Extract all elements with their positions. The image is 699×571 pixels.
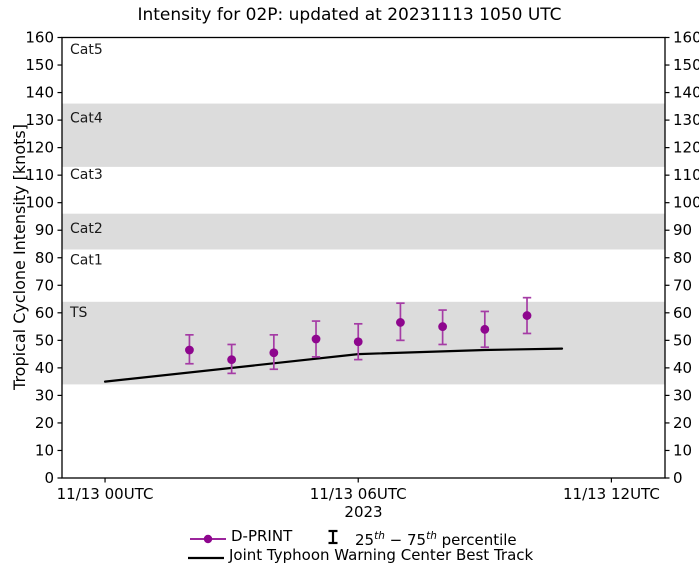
band-label-cat2: Cat2 [70,221,103,237]
dprint-point [227,355,237,365]
legend-percentile-label: 25th − 75th percentile [355,530,517,549]
y-tick-label-left: 10 [35,441,54,459]
y-tick-label-right: 60 [673,304,692,322]
category-band-ts [62,301,665,385]
legend-best-track-label: Joint Typhoon Warning Center Best Track [229,546,534,564]
y-tick-label-right: 10 [673,441,692,459]
y-tick-label-left: 130 [25,111,54,129]
band-label-cat4: Cat4 [70,111,103,127]
dprint-point [480,324,490,334]
y-tick-label-right: 40 [673,359,692,377]
dprint-point [269,348,279,358]
y-tick-label-left: 60 [35,304,54,322]
y-tick-label-left: 120 [25,139,54,157]
dprint-point [185,345,194,355]
y-tick-label-right: 160 [673,29,699,47]
band-label-cat5: Cat5 [70,42,103,58]
errorbar-legend-icon [326,529,340,549]
y-tick-label-right: 150 [673,56,699,74]
category-band-cat4 [62,103,665,167]
band-label-ts: TS [69,305,88,321]
category-band-cat2 [62,213,665,250]
y-tick-label-left: 110 [25,166,54,184]
y-tick-label-left: 80 [35,249,54,267]
y-tick-label-right: 90 [673,221,692,239]
y-tick-label-left: 90 [35,221,54,239]
x-axis-year-label: 2023 [344,503,383,521]
dprint-legend-marker-icon [190,531,226,549]
y-tick-label-right: 110 [673,166,699,184]
x-tick-label: 11/13 00UTC [57,485,154,503]
y-tick-label-left: 100 [25,194,54,212]
y-tick-label-left: 40 [35,359,54,377]
y-tick-label-right: 30 [673,386,692,404]
dprint-point [522,311,532,320]
y-tick-label-right: 50 [673,331,692,349]
y-tick-label-right: 120 [673,139,699,157]
y-tick-label-right: 100 [673,194,699,212]
dprint-point [353,337,363,347]
best-track-legend-line-icon [188,550,224,568]
y-tick-label-left: 30 [35,386,54,404]
band-label-cat1: Cat1 [70,253,103,269]
x-tick-label: 11/13 06UTC [310,485,407,503]
dprint-point [438,322,448,331]
y-tick-label-left: 20 [35,414,54,432]
y-tick-label-right: 140 [673,84,699,102]
chart-title: Intensity for 02P: updated at 20231113 1… [137,5,562,25]
y-tick-label-right: 130 [673,111,699,129]
y-tick-label-left: 160 [25,29,54,47]
x-tick-label: 11/13 12UTC [563,485,660,503]
band-label-cat3: Cat3 [70,167,103,183]
y-tick-label-right: 20 [673,414,692,432]
y-tick-label-left: 0 [44,469,54,487]
y-tick-label-right: 80 [673,249,692,267]
y-tick-label-left: 50 [35,331,54,349]
y-tick-label-left: 150 [25,56,54,74]
dprint-point [396,318,405,327]
y-tick-label-right: 0 [673,469,683,487]
chart-legend: D-PRINT 25th − 75th percentile Joint Typ… [188,527,533,569]
legend-dprint-label: D-PRINT [231,527,293,545]
y-tick-label-left: 140 [25,84,54,102]
dprint-point [311,334,321,344]
y-tick-label-right: 70 [673,276,692,294]
y-tick-label-left: 70 [35,276,54,294]
